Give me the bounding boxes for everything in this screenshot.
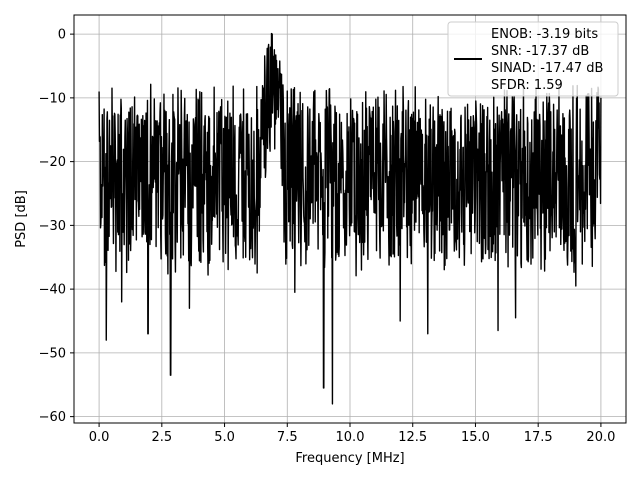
legend-line-1: ENOB: -3.19 bits — [491, 27, 598, 42]
x-axis: 0.0 2.5 5.0 7.5 10.0 12.5 15.0 17.5 20.0 — [89, 423, 615, 445]
y-tick-label: −40 — [39, 283, 66, 298]
series-layer — [98, 32, 602, 405]
x-tick-label: 15.0 — [461, 430, 490, 445]
legend-line-3: SINAD: -17.47 dB — [491, 61, 603, 76]
x-axis-label: Frequency [MHz] — [295, 451, 404, 466]
x-tick-label: 17.5 — [524, 430, 553, 445]
x-tick-label: 5.0 — [214, 430, 235, 445]
x-tick-label: 2.5 — [151, 430, 172, 445]
y-tick-label: −30 — [39, 219, 66, 234]
x-tick-label: 12.5 — [398, 430, 427, 445]
y-tick-label: −60 — [39, 410, 66, 425]
x-tick-label: 7.5 — [277, 430, 298, 445]
x-tick-label: 10.0 — [336, 430, 365, 445]
legend-box — [447, 21, 619, 97]
legend-line-4: SFDR: 1.59 — [491, 78, 563, 93]
y-tick-label: −50 — [39, 346, 66, 361]
legend-line-2: SNR: -17.37 dB — [491, 44, 589, 59]
y-tick-label: −20 — [39, 155, 66, 170]
y-axis: 0 −10 −20 −30 −40 −50 −60 — [39, 28, 74, 425]
y-tick-label: 0 — [58, 28, 66, 43]
x-tick-label: 0.0 — [89, 430, 110, 445]
legend: ENOB: -3.19 bits SNR: -17.37 dB SINAD: -… — [447, 21, 619, 97]
y-axis-label: PSD [dB] — [14, 190, 29, 248]
psd-series-line — [98, 32, 602, 405]
x-tick-label: 20.0 — [586, 430, 615, 445]
y-tick-label: −10 — [39, 91, 66, 106]
